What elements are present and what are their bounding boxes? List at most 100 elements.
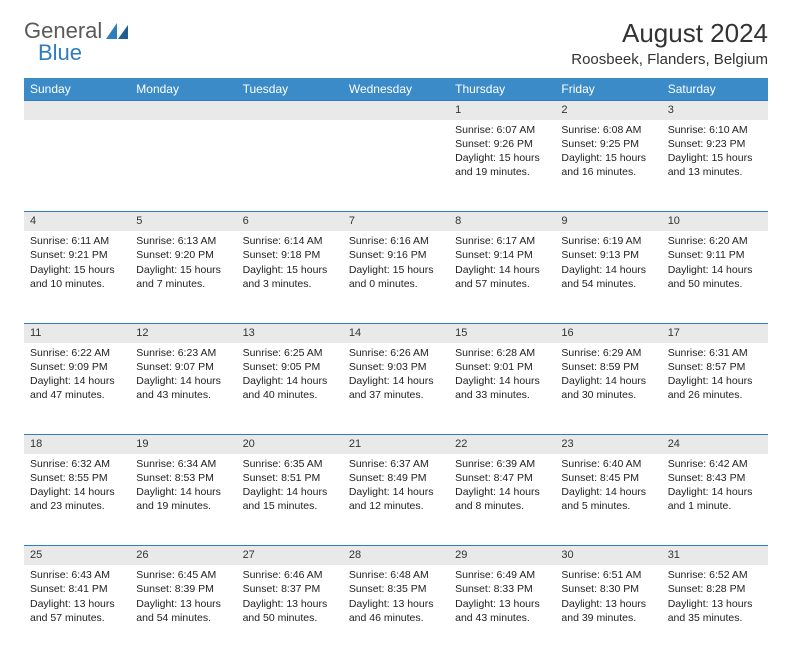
day-body: Sunrise: 6:14 AMSunset: 9:18 PMDaylight:… <box>237 231 343 297</box>
day-cell <box>343 120 449 212</box>
sunrise-text: Sunrise: 6:35 AM <box>243 457 337 471</box>
day-body: Sunrise: 6:07 AMSunset: 9:26 PMDaylight:… <box>449 120 555 186</box>
daylight-text: Daylight: 14 hours and 19 minutes. <box>136 485 230 513</box>
day-number: 26 <box>130 546 236 565</box>
day-number-row: 123 <box>24 101 768 120</box>
sunrise-text: Sunrise: 6:16 AM <box>349 234 443 248</box>
day-cell: Sunrise: 6:07 AMSunset: 9:26 PMDaylight:… <box>449 120 555 212</box>
day-content-row: Sunrise: 6:07 AMSunset: 9:26 PMDaylight:… <box>24 120 768 212</box>
daylight-text: Daylight: 14 hours and 12 minutes. <box>349 485 443 513</box>
location: Roosbeek, Flanders, Belgium <box>571 51 768 68</box>
day-number: 12 <box>130 324 236 343</box>
day-cell: Sunrise: 6:23 AMSunset: 9:07 PMDaylight:… <box>130 343 236 435</box>
day-cell: Sunrise: 6:31 AMSunset: 8:57 PMDaylight:… <box>662 343 768 435</box>
day-number-cell: 3 <box>662 101 768 120</box>
day-body: Sunrise: 6:34 AMSunset: 8:53 PMDaylight:… <box>130 454 236 520</box>
day-number-cell: 20 <box>237 435 343 454</box>
sunset-text: Sunset: 9:20 PM <box>136 248 230 262</box>
day-cell: Sunrise: 6:08 AMSunset: 9:25 PMDaylight:… <box>555 120 661 212</box>
daylight-text: Daylight: 14 hours and 40 minutes. <box>243 374 337 402</box>
sunrise-text: Sunrise: 6:43 AM <box>30 568 124 582</box>
weekday-header: Sunday <box>24 78 130 101</box>
daylight-text: Daylight: 14 hours and 15 minutes. <box>243 485 337 513</box>
day-body: Sunrise: 6:22 AMSunset: 9:09 PMDaylight:… <box>24 343 130 409</box>
sunset-text: Sunset: 9:11 PM <box>668 248 762 262</box>
day-body: Sunrise: 6:20 AMSunset: 9:11 PMDaylight:… <box>662 231 768 297</box>
day-body: Sunrise: 6:17 AMSunset: 9:14 PMDaylight:… <box>449 231 555 297</box>
day-number-cell: 10 <box>662 212 768 231</box>
day-number-cell: 8 <box>449 212 555 231</box>
day-body: Sunrise: 6:11 AMSunset: 9:21 PMDaylight:… <box>24 231 130 297</box>
day-body: Sunrise: 6:43 AMSunset: 8:41 PMDaylight:… <box>24 565 130 631</box>
day-number-cell <box>343 101 449 120</box>
day-number: 15 <box>449 324 555 343</box>
daylight-text: Daylight: 15 hours and 16 minutes. <box>561 151 655 179</box>
day-number: 13 <box>237 324 343 343</box>
sunrise-text: Sunrise: 6:07 AM <box>455 123 549 137</box>
sunrise-text: Sunrise: 6:17 AM <box>455 234 549 248</box>
day-number-row: 25262728293031 <box>24 546 768 565</box>
day-number-cell: 13 <box>237 323 343 342</box>
day-body: Sunrise: 6:49 AMSunset: 8:33 PMDaylight:… <box>449 565 555 631</box>
day-body: Sunrise: 6:39 AMSunset: 8:47 PMDaylight:… <box>449 454 555 520</box>
day-number: 25 <box>24 546 130 565</box>
sunset-text: Sunset: 9:14 PM <box>455 248 549 262</box>
day-cell: Sunrise: 6:37 AMSunset: 8:49 PMDaylight:… <box>343 454 449 546</box>
daylight-text: Daylight: 14 hours and 47 minutes. <box>30 374 124 402</box>
day-number: 16 <box>555 324 661 343</box>
sunrise-text: Sunrise: 6:45 AM <box>136 568 230 582</box>
day-number <box>24 101 130 120</box>
day-cell: Sunrise: 6:49 AMSunset: 8:33 PMDaylight:… <box>449 565 555 657</box>
sunset-text: Sunset: 8:37 PM <box>243 582 337 596</box>
weekday-header: Saturday <box>662 78 768 101</box>
sunset-text: Sunset: 8:43 PM <box>668 471 762 485</box>
day-number: 14 <box>343 324 449 343</box>
day-cell <box>237 120 343 212</box>
daylight-text: Daylight: 14 hours and 5 minutes. <box>561 485 655 513</box>
sunrise-text: Sunrise: 6:23 AM <box>136 346 230 360</box>
sunrise-text: Sunrise: 6:42 AM <box>668 457 762 471</box>
day-body: Sunrise: 6:25 AMSunset: 9:05 PMDaylight:… <box>237 343 343 409</box>
day-number-row: 11121314151617 <box>24 323 768 342</box>
sunset-text: Sunset: 9:21 PM <box>30 248 124 262</box>
day-number: 27 <box>237 546 343 565</box>
daylight-text: Daylight: 15 hours and 10 minutes. <box>30 263 124 291</box>
sunrise-text: Sunrise: 6:51 AM <box>561 568 655 582</box>
daylight-text: Daylight: 14 hours and 37 minutes. <box>349 374 443 402</box>
day-number: 7 <box>343 212 449 231</box>
day-body: Sunrise: 6:23 AMSunset: 9:07 PMDaylight:… <box>130 343 236 409</box>
day-number-cell: 28 <box>343 546 449 565</box>
day-number-cell: 24 <box>662 435 768 454</box>
sunrise-text: Sunrise: 6:26 AM <box>349 346 443 360</box>
sunrise-text: Sunrise: 6:10 AM <box>668 123 762 137</box>
day-number: 31 <box>662 546 768 565</box>
day-body: Sunrise: 6:10 AMSunset: 9:23 PMDaylight:… <box>662 120 768 186</box>
day-number-cell: 4 <box>24 212 130 231</box>
sunset-text: Sunset: 8:39 PM <box>136 582 230 596</box>
daylight-text: Daylight: 15 hours and 13 minutes. <box>668 151 762 179</box>
day-content-row: Sunrise: 6:22 AMSunset: 9:09 PMDaylight:… <box>24 343 768 435</box>
sunrise-text: Sunrise: 6:32 AM <box>30 457 124 471</box>
daylight-text: Daylight: 14 hours and 50 minutes. <box>668 263 762 291</box>
sunrise-text: Sunrise: 6:25 AM <box>243 346 337 360</box>
weekday-header: Friday <box>555 78 661 101</box>
sunrise-text: Sunrise: 6:39 AM <box>455 457 549 471</box>
day-number-cell: 27 <box>237 546 343 565</box>
day-number: 11 <box>24 324 130 343</box>
daylight-text: Daylight: 14 hours and 1 minute. <box>668 485 762 513</box>
sunrise-text: Sunrise: 6:11 AM <box>30 234 124 248</box>
day-number-cell: 21 <box>343 435 449 454</box>
day-cell: Sunrise: 6:39 AMSunset: 8:47 PMDaylight:… <box>449 454 555 546</box>
daylight-text: Daylight: 14 hours and 57 minutes. <box>455 263 549 291</box>
sunset-text: Sunset: 8:57 PM <box>668 360 762 374</box>
daylight-text: Daylight: 13 hours and 35 minutes. <box>668 597 762 625</box>
day-cell: Sunrise: 6:26 AMSunset: 9:03 PMDaylight:… <box>343 343 449 435</box>
day-cell: Sunrise: 6:46 AMSunset: 8:37 PMDaylight:… <box>237 565 343 657</box>
day-cell: Sunrise: 6:32 AMSunset: 8:55 PMDaylight:… <box>24 454 130 546</box>
day-cell: Sunrise: 6:20 AMSunset: 9:11 PMDaylight:… <box>662 231 768 323</box>
weekday-header: Wednesday <box>343 78 449 101</box>
sunset-text: Sunset: 8:59 PM <box>561 360 655 374</box>
day-number <box>130 101 236 120</box>
daylight-text: Daylight: 15 hours and 19 minutes. <box>455 151 549 179</box>
day-number-cell <box>130 101 236 120</box>
